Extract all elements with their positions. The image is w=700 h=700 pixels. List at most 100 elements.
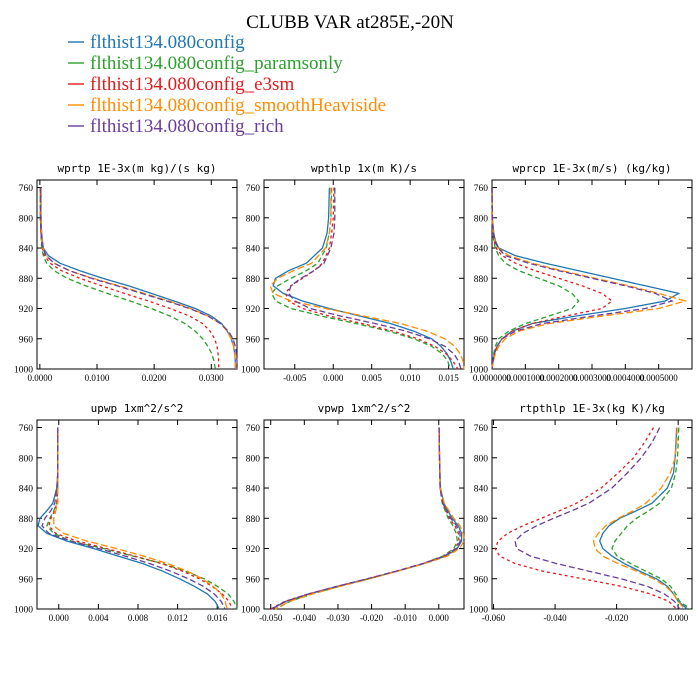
series-line	[271, 427, 461, 610]
panel: upwp 1xm^2/s^2 760 800 840 880 920 960 1000 0.00…	[14, 402, 238, 623]
y-tick-label: 840	[19, 245, 34, 255]
x-tick-label: 0.012	[167, 613, 187, 623]
x-tick-label: 0.000	[668, 613, 689, 623]
series-line	[39, 187, 238, 369]
y-tick-label: 800	[474, 214, 489, 224]
series-line	[611, 427, 691, 610]
y-tick-label: 1000	[241, 366, 260, 376]
figure-title: CLUBB VAR at285E,-20N	[246, 12, 454, 33]
series-line	[39, 187, 216, 370]
legend-entry: flthist134.080config_e3sm	[68, 74, 294, 95]
legend-label: flthist134.080config_rich	[90, 116, 284, 137]
y-tick-label: 800	[474, 454, 489, 464]
plot-frame	[263, 179, 465, 370]
y-tick-label: 840	[246, 485, 261, 495]
x-tick-label: 0.0300	[199, 373, 224, 383]
x-tick-label: 0.000	[323, 373, 344, 383]
legend-label: flthist134.080config_paramsonly	[90, 53, 343, 74]
series-line	[37, 427, 220, 610]
series-line	[592, 427, 685, 610]
x-tick-label: 0.0000000	[473, 373, 512, 383]
x-tick-label: 0.000	[49, 613, 70, 623]
legend: flthist134.080configflthist134.080config…	[68, 32, 386, 137]
series-line	[491, 187, 580, 370]
y-tick-label: 880	[246, 515, 261, 525]
y-tick-label: 1000	[14, 606, 33, 616]
panel: wprcp 1E-3x(m/s) (kg/kg) 760 800 840 880 920 9…	[469, 162, 693, 383]
x-tick-label: -0.050	[259, 613, 283, 623]
y-tick-label: 1000	[469, 366, 488, 376]
x-tick-label: 0.0005000	[640, 373, 679, 383]
x-tick-label: -0.020	[605, 613, 629, 623]
y-tick-label: 800	[19, 454, 34, 464]
y-tick-label: 760	[246, 424, 261, 434]
legend-entry: flthist134.080config	[68, 32, 245, 53]
y-tick-label: 960	[19, 575, 34, 585]
series-line	[491, 187, 674, 370]
x-tick-label: 0.0004000	[606, 373, 645, 383]
series-line	[284, 187, 459, 370]
y-tick-label: 920	[474, 305, 489, 315]
series-line	[514, 427, 681, 610]
series-line	[275, 427, 458, 610]
series-line	[53, 427, 228, 610]
x-tick-label: 0.015	[438, 373, 459, 383]
series-line	[494, 427, 678, 610]
series-line	[48, 427, 233, 610]
y-tick-label: 840	[246, 245, 261, 255]
y-tick-label: 1000	[469, 606, 488, 616]
series-line	[46, 427, 238, 610]
y-tick-label: 920	[474, 545, 489, 555]
y-tick-label: 800	[19, 214, 34, 224]
x-tick-label: 0.0000	[27, 373, 52, 383]
panels: wprtp 1E-3x(m kg)/(s kg) 760 800 840 880 920 9…	[14, 162, 693, 623]
y-tick-label: 960	[474, 575, 489, 585]
y-tick-label: 840	[19, 485, 34, 495]
x-tick-label: 0.005	[362, 373, 383, 383]
y-tick-label: 1000	[14, 366, 33, 376]
x-tick-label: -0.040	[293, 613, 317, 623]
x-tick-label: -0.010	[394, 613, 418, 623]
y-tick-label: 1000	[241, 606, 260, 616]
series-line	[287, 187, 462, 370]
series-line	[40, 187, 236, 369]
legend-label: flthist134.080config_smoothHeaviside	[90, 95, 386, 116]
plot-frame	[491, 179, 693, 370]
series-line	[271, 427, 463, 610]
series-line	[491, 187, 681, 370]
series-line	[41, 427, 226, 610]
y-tick-label: 840	[474, 245, 489, 255]
y-tick-label: 800	[246, 214, 261, 224]
x-tick-label: 0.0100	[85, 373, 110, 383]
y-tick-label: 880	[474, 275, 489, 285]
panel-title: rtpthlp 1E-3x(kg K)/kg	[519, 402, 665, 415]
x-tick-label: -0.020	[360, 613, 384, 623]
series-line	[598, 427, 688, 610]
y-tick-label: 960	[474, 335, 489, 345]
y-tick-label: 880	[246, 275, 261, 285]
x-tick-label: 0.0002000	[540, 373, 579, 383]
panel: wpthlp 1x(m K)/s 760 800 840 880 920 960 1000 -0…	[241, 162, 465, 383]
series-line	[269, 187, 465, 370]
y-tick-label: 960	[246, 335, 261, 345]
series-line	[270, 427, 460, 610]
y-tick-label: 880	[19, 275, 34, 285]
legend-label: flthist134.080config	[90, 32, 245, 53]
panel: rtpthlp 1E-3x(kg K)/kg 760 800 840 880 920 960…	[469, 402, 693, 623]
y-tick-label: 760	[474, 424, 489, 434]
series-line	[40, 187, 237, 370]
series-line	[491, 187, 688, 370]
panel-title: wprtp 1E-3x(m kg)/(s kg)	[58, 162, 217, 175]
panel: wprtp 1E-3x(m kg)/(s kg) 760 800 840 880 920 9…	[14, 162, 238, 383]
y-tick-label: 880	[19, 515, 34, 525]
series-line	[274, 427, 465, 610]
y-tick-label: 960	[246, 575, 261, 585]
y-tick-label: 760	[19, 184, 34, 194]
x-tick-label: -0.005	[283, 373, 307, 383]
panel-title: wprcp 1E-3x(m/s) (kg/kg)	[513, 162, 672, 175]
y-tick-label: 760	[246, 184, 261, 194]
y-tick-label: 920	[246, 305, 261, 315]
legend-entry: flthist134.080config_paramsonly	[68, 53, 343, 74]
y-tick-label: 800	[246, 454, 261, 464]
